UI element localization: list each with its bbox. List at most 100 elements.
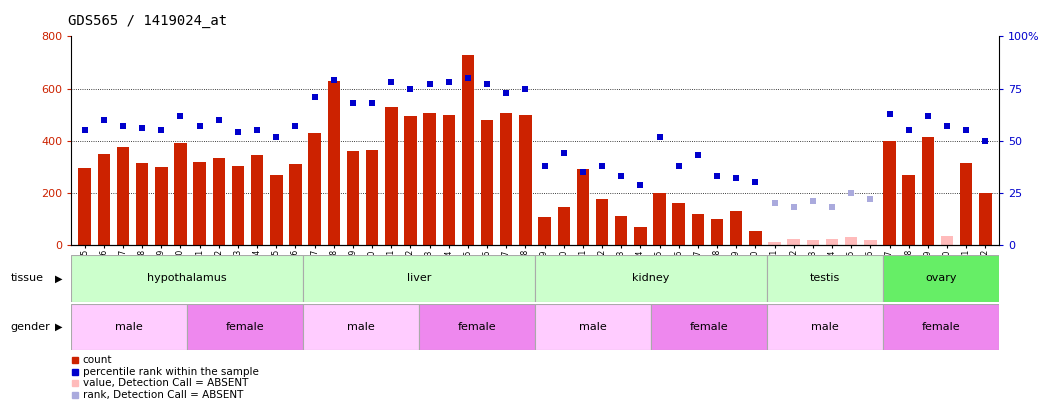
Text: hypothalamus: hypothalamus	[148, 273, 227, 283]
Bar	[711, 219, 723, 245]
Point	[460, 75, 477, 81]
Point	[248, 127, 265, 134]
Point	[785, 204, 802, 211]
Point	[268, 133, 285, 140]
Bar	[845, 237, 857, 245]
Bar	[767, 255, 882, 302]
Text: female: female	[226, 322, 264, 332]
Point	[632, 181, 649, 188]
Point	[690, 152, 706, 159]
Point	[287, 123, 304, 129]
Text: gender: gender	[10, 322, 50, 332]
Bar	[405, 116, 417, 245]
Point	[900, 127, 917, 134]
Bar	[250, 155, 263, 245]
Bar	[97, 154, 110, 245]
Bar	[653, 193, 665, 245]
Bar	[767, 304, 882, 350]
Bar	[807, 240, 820, 245]
Bar	[576, 169, 589, 245]
Bar	[270, 175, 283, 245]
Bar	[194, 162, 205, 245]
Point	[95, 117, 112, 123]
Text: male: male	[811, 322, 838, 332]
Point	[172, 113, 189, 119]
Bar	[768, 243, 781, 245]
Bar	[232, 166, 244, 245]
Text: ▶: ▶	[54, 322, 62, 332]
Text: kidney: kidney	[632, 273, 670, 283]
Point	[402, 85, 419, 92]
Point	[421, 81, 438, 87]
Point	[708, 173, 725, 179]
Text: male: male	[580, 322, 607, 332]
Bar	[615, 215, 628, 245]
Bar	[883, 141, 896, 245]
Bar	[979, 193, 991, 245]
Bar	[539, 217, 551, 245]
Text: female: female	[458, 322, 497, 332]
Bar	[71, 304, 188, 350]
Text: female: female	[690, 322, 728, 332]
Text: ▶: ▶	[54, 273, 62, 283]
Point	[517, 85, 533, 92]
Point	[306, 94, 323, 100]
Point	[977, 138, 994, 144]
Point	[440, 79, 457, 85]
Point	[613, 173, 630, 179]
Bar	[481, 120, 494, 245]
Bar	[692, 214, 704, 245]
Text: count: count	[83, 355, 112, 365]
Bar	[303, 255, 534, 302]
Point	[211, 117, 227, 123]
Text: male: male	[347, 322, 375, 332]
Text: female: female	[921, 322, 960, 332]
Bar	[534, 304, 651, 350]
Bar	[941, 236, 954, 245]
Point	[939, 123, 956, 129]
Bar	[921, 137, 934, 245]
Point	[364, 100, 380, 107]
Point	[537, 162, 553, 169]
Text: GDS565 / 1419024_at: GDS565 / 1419024_at	[68, 14, 227, 28]
Bar	[558, 207, 570, 245]
Point	[958, 127, 975, 134]
Bar	[882, 304, 999, 350]
Point	[593, 162, 610, 169]
Point	[919, 113, 936, 119]
Bar	[519, 115, 531, 245]
Bar	[462, 55, 474, 245]
Bar	[442, 115, 455, 245]
Bar	[116, 147, 129, 245]
Bar	[289, 164, 302, 245]
Point	[345, 100, 362, 107]
Point	[805, 198, 822, 205]
Text: testis: testis	[810, 273, 839, 283]
Bar	[787, 239, 800, 245]
Bar	[188, 304, 303, 350]
Bar	[960, 163, 973, 245]
Bar	[423, 113, 436, 245]
Point	[843, 190, 859, 196]
Point	[671, 162, 687, 169]
Bar	[79, 168, 91, 245]
Point	[747, 179, 764, 185]
Bar	[347, 151, 359, 245]
Point	[574, 169, 591, 175]
Bar	[882, 255, 999, 302]
Bar	[749, 231, 762, 245]
Bar	[826, 239, 838, 245]
Point	[134, 125, 151, 132]
Bar	[419, 304, 534, 350]
Point	[114, 123, 131, 129]
Text: male: male	[115, 322, 144, 332]
Point	[727, 175, 744, 181]
Text: tissue: tissue	[10, 273, 43, 283]
Point	[230, 129, 246, 136]
Bar	[673, 202, 685, 245]
Text: value, Detection Call = ABSENT: value, Detection Call = ABSENT	[83, 379, 248, 388]
Point	[326, 77, 343, 83]
Bar	[303, 304, 419, 350]
Point	[383, 79, 399, 85]
Bar	[71, 255, 303, 302]
